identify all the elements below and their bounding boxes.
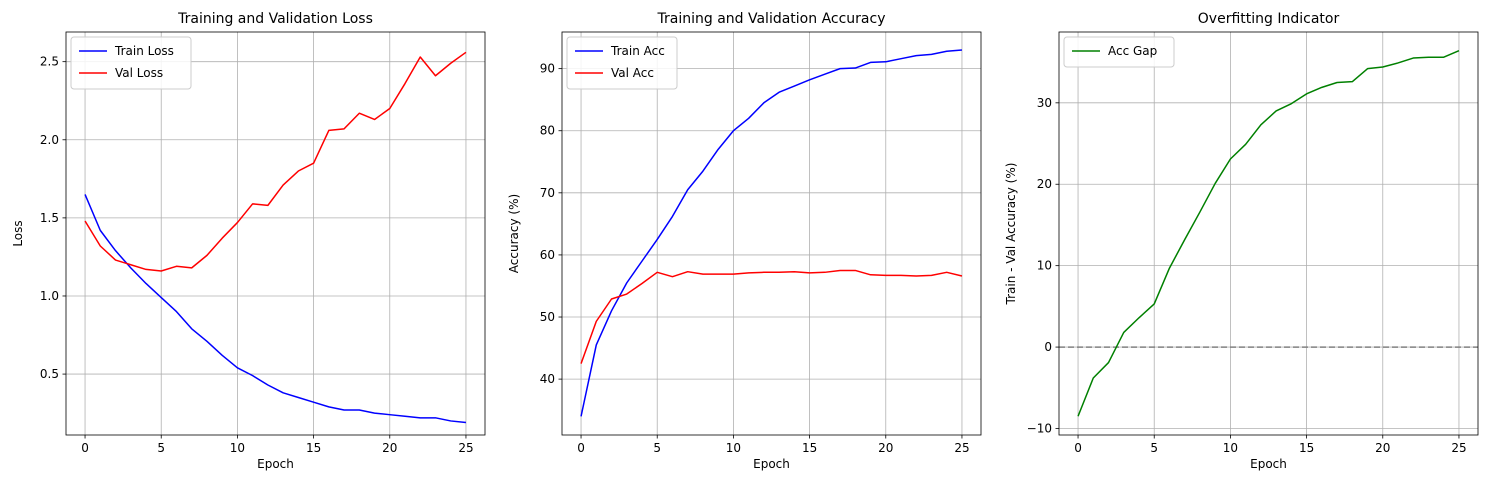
y-tick-label: 80 [540, 124, 555, 138]
y-tick-label: 2.5 [40, 55, 59, 69]
y-tick-label: 10 [1037, 259, 1052, 273]
y-axis-label: Accuracy (%) [507, 194, 521, 273]
chart-title: Training and Validation Accuracy [657, 11, 886, 27]
legend-entry: Val Loss [115, 66, 163, 80]
x-tick-label: 25 [954, 441, 969, 455]
series-line-val-loss [84, 51, 467, 272]
x-tick-label: 15 [306, 441, 321, 455]
chart-panel-2: 0 5 10 15 20 25 40 50 60 70 80 90 Training and Valid… [507, 11, 982, 471]
x-tick-label: 15 [1299, 441, 1314, 455]
y-tick-label: 70 [540, 186, 555, 200]
legend-box [566, 36, 678, 90]
y-tick-label: 2.0 [40, 133, 59, 147]
legend-entry: Val Acc [611, 66, 654, 80]
y-tick-label: 1.0 [40, 289, 59, 303]
y-tick-label: 0 [1044, 340, 1052, 354]
x-tick-label: 5 [1150, 441, 1158, 455]
x-axis-label: Epoch [1250, 457, 1287, 471]
x-axis-label: Epoch [753, 457, 790, 471]
x-tick-label: 0 [1074, 441, 1082, 455]
y-tick-label: 90 [540, 62, 555, 76]
y-axis-label: Loss [11, 220, 25, 246]
x-tick-label: 15 [802, 441, 817, 455]
legend: Train Loss Val Loss [70, 36, 192, 90]
legend-box [70, 36, 192, 90]
series-line-train-loss [84, 194, 467, 424]
series-line-train-acc [580, 49, 963, 417]
x-tick-label: 20 [878, 441, 893, 455]
axes-frame [65, 31, 486, 436]
legend: Acc Gap [1063, 36, 1175, 68]
y-tick-label: 20 [1037, 177, 1052, 191]
x-tick-label: 0 [81, 441, 89, 455]
legend-entry: Train Loss [114, 44, 174, 58]
legend-entry: Train Acc [610, 44, 665, 58]
x-tick-label: 0 [577, 441, 585, 455]
chart-panel-3: 0 5 10 15 20 25 −10 0 10 20 30 Overfitting Indicato… [1004, 11, 1479, 471]
y-tick-label: 1.5 [40, 211, 59, 225]
chart-panel-1: 0 5 10 15 20 25 0.5 1.0 1.5 2.0 2.5 Training and Va… [11, 11, 486, 471]
y-tick-label: 0.5 [40, 367, 59, 381]
x-tick-label: 20 [382, 441, 397, 455]
x-tick-label: 10 [726, 441, 741, 455]
x-tick-label: 5 [653, 441, 661, 455]
y-tick-label: −10 [1027, 421, 1052, 435]
x-tick-label: 25 [1451, 441, 1466, 455]
x-tick-label: 10 [1223, 441, 1238, 455]
y-axis-label: Train - Val Accuracy (%) [1004, 163, 1018, 306]
y-tick-label: 40 [540, 372, 555, 386]
x-tick-label: 20 [1375, 441, 1390, 455]
legend-entry: Acc Gap [1108, 44, 1157, 58]
axes-frame [561, 31, 982, 436]
x-tick-label: 10 [230, 441, 245, 455]
x-tick-label: 5 [157, 441, 165, 455]
chart-title: Overfitting Indicator [1198, 11, 1340, 27]
x-axis-label: Epoch [257, 457, 294, 471]
y-tick-label: 30 [1037, 96, 1052, 110]
y-tick-label: 60 [540, 248, 555, 262]
series-line-acc-gap [1077, 50, 1460, 417]
axes-frame [1058, 31, 1479, 436]
legend-box [1063, 36, 1175, 68]
legend: Train Acc Val Acc [566, 36, 678, 90]
series-line-val-acc [580, 269, 963, 364]
y-tick-label: 50 [540, 310, 555, 324]
x-tick-label: 25 [458, 441, 473, 455]
chart-title: Training and Validation Loss [177, 11, 373, 27]
